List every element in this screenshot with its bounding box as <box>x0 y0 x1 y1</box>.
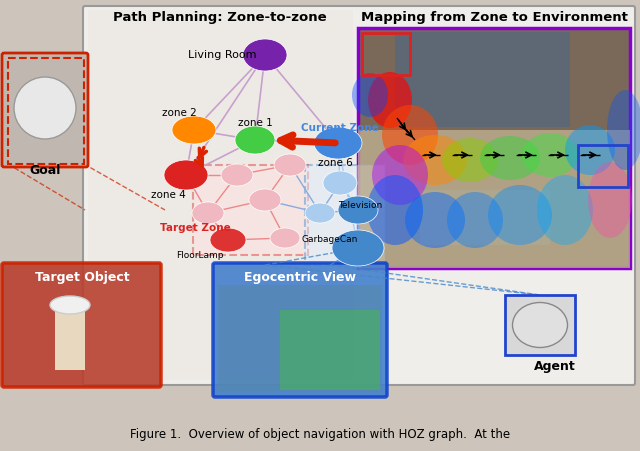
Ellipse shape <box>565 125 615 175</box>
Ellipse shape <box>513 303 568 348</box>
Ellipse shape <box>405 192 465 248</box>
Text: Television: Television <box>338 201 382 210</box>
Ellipse shape <box>607 90 640 170</box>
Text: zone 2: zone 2 <box>162 108 196 118</box>
Ellipse shape <box>14 77 76 139</box>
Ellipse shape <box>210 228 246 252</box>
Ellipse shape <box>367 175 423 245</box>
Ellipse shape <box>442 138 498 182</box>
Text: Egocentric View: Egocentric View <box>244 271 356 284</box>
Text: Goal: Goal <box>29 164 61 176</box>
Ellipse shape <box>172 116 216 144</box>
Bar <box>358 130 630 268</box>
Bar <box>55 300 85 370</box>
Bar <box>578 145 628 187</box>
Ellipse shape <box>249 189 281 211</box>
Bar <box>88 10 353 380</box>
Ellipse shape <box>164 160 208 190</box>
Ellipse shape <box>338 196 378 224</box>
Text: Living Room: Living Room <box>188 50 256 60</box>
Ellipse shape <box>314 127 362 159</box>
Bar <box>358 28 630 268</box>
Ellipse shape <box>323 171 357 195</box>
Ellipse shape <box>537 175 593 245</box>
Text: GarbageCan: GarbageCan <box>302 235 358 244</box>
Ellipse shape <box>372 145 428 205</box>
Text: zone 4: zone 4 <box>150 190 186 200</box>
Ellipse shape <box>235 126 275 154</box>
Text: zone 6: zone 6 <box>317 158 353 168</box>
Ellipse shape <box>403 135 467 185</box>
Bar <box>362 33 410 75</box>
FancyBboxPatch shape <box>2 263 161 387</box>
FancyBboxPatch shape <box>213 263 387 397</box>
Ellipse shape <box>192 202 224 224</box>
Text: FloorLamp: FloorLamp <box>176 250 224 259</box>
Ellipse shape <box>480 136 540 180</box>
Bar <box>305 165 385 265</box>
Ellipse shape <box>488 185 552 245</box>
Ellipse shape <box>305 203 335 223</box>
FancyBboxPatch shape <box>2 53 88 167</box>
Ellipse shape <box>50 296 90 314</box>
Text: Path Planning: Zone-to-zone: Path Planning: Zone-to-zone <box>113 11 327 24</box>
Bar <box>420 190 550 245</box>
Bar <box>193 165 308 255</box>
Text: Agent: Agent <box>534 360 576 373</box>
Text: Target Object: Target Object <box>35 271 129 284</box>
Ellipse shape <box>352 73 388 117</box>
Ellipse shape <box>447 192 503 248</box>
Text: Mapping from Zone to Environment: Mapping from Zone to Environment <box>360 11 627 24</box>
Bar <box>218 285 382 392</box>
Text: Current Zone: Current Zone <box>301 123 379 133</box>
Text: Figure 1.  Overview of object navigation with HOZ graph.  At the: Figure 1. Overview of object navigation … <box>130 428 510 441</box>
Bar <box>505 295 575 355</box>
Bar <box>395 32 570 127</box>
Ellipse shape <box>332 230 384 266</box>
Ellipse shape <box>588 162 632 238</box>
Ellipse shape <box>522 133 578 177</box>
Bar <box>8 58 84 164</box>
FancyBboxPatch shape <box>83 6 635 385</box>
Bar <box>280 310 380 390</box>
Ellipse shape <box>243 39 287 71</box>
Text: zone 1: zone 1 <box>237 118 273 128</box>
Ellipse shape <box>270 228 300 248</box>
Ellipse shape <box>368 72 412 128</box>
Text: Target Zone: Target Zone <box>159 223 230 233</box>
Ellipse shape <box>221 164 253 186</box>
Ellipse shape <box>382 105 438 165</box>
Ellipse shape <box>274 154 306 176</box>
